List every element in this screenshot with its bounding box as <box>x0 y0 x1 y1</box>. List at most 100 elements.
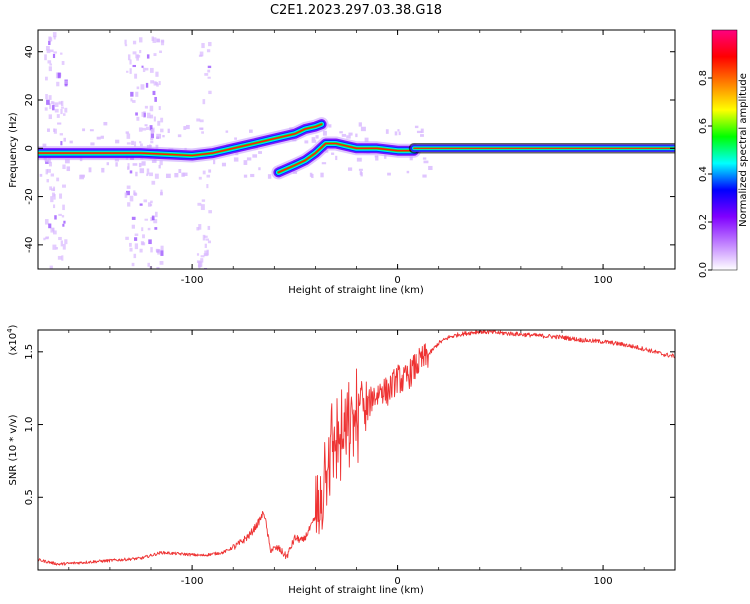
spectrogram-noise-speck <box>49 63 53 66</box>
spectrogram-y-tick-label: -20 <box>24 188 35 204</box>
spectrogram-noise-speck <box>207 76 211 79</box>
spectrogram-noise-speck <box>132 100 136 103</box>
spectrogram-noise-speck <box>46 99 50 105</box>
spectrogram-noise-speck <box>197 202 202 206</box>
spectrogram-noise-speck <box>202 170 206 175</box>
spectrogram-noise-speck <box>44 54 47 61</box>
spectrogram-noise-speck <box>375 155 379 161</box>
spectrogram-noise-speck <box>309 172 313 177</box>
spectrogram-noise-speck <box>153 53 157 57</box>
spectrogram-noise-speck <box>136 116 140 121</box>
spectrogram-y-label: Frequency (Hz) <box>8 112 19 188</box>
spectrogram-trace-band <box>277 142 415 174</box>
spectrogram-noise-speck <box>150 247 153 253</box>
spectrogram-noise-speck <box>201 131 204 134</box>
spectrogram-noise-speck <box>204 73 209 76</box>
spectrogram-noise-speck <box>146 54 150 59</box>
spectrogram-noise-speck <box>64 107 68 113</box>
spectrogram-noise-speck <box>131 224 135 229</box>
spectrogram-noise-speck <box>140 84 145 90</box>
spectrogram-trace-band <box>38 123 323 157</box>
spectrogram-noise-speck <box>196 253 200 256</box>
spectrogram-noise-speck <box>131 216 136 220</box>
spectrogram-noise-speck <box>200 258 204 263</box>
spectrogram-noise-speck <box>252 154 258 158</box>
spectrogram-noise-speck <box>150 80 155 84</box>
spectrogram-noise-speck <box>129 59 132 65</box>
spectrogram-noise-speck <box>150 129 154 134</box>
spectrogram-noise-speck <box>132 40 137 45</box>
spectrogram-noise-speck <box>208 41 212 47</box>
spectrogram-noise-speck <box>50 196 54 203</box>
spectrogram-noise-speck <box>62 243 66 250</box>
spectrogram-noise-speck <box>321 162 327 165</box>
spectrogram-noise-speck <box>335 155 338 161</box>
spectrogram-noise-speck <box>42 143 47 147</box>
spectrogram-noise-speck <box>45 94 48 100</box>
spectrogram-noise-speck <box>69 140 73 144</box>
spectrogram-noise-speck <box>152 90 156 96</box>
spectrogram-x-tick-label: -100 <box>181 275 204 286</box>
figure-title: C2E1.2023.297.03.38.G18 <box>270 3 442 18</box>
spectrogram-noise-speck <box>66 166 71 172</box>
spectrogram-noise-speck <box>196 118 201 122</box>
spectrogram-noise-speck <box>101 167 105 173</box>
spectrogram-noise-speck <box>82 128 86 132</box>
spectrogram-noise-speck <box>100 135 104 139</box>
spectrogram-noise-speck <box>46 179 49 183</box>
spectrogram-noise-speck <box>146 112 151 119</box>
spectrogram-noise-speck <box>39 173 43 177</box>
spectrogram-noise-speck <box>358 168 363 171</box>
spectrogram-noise-speck <box>356 157 362 162</box>
spectrogram-noise-speck <box>162 135 165 138</box>
spectrogram-noise-speck <box>414 125 419 129</box>
spectrogram-noise-speck <box>142 67 146 73</box>
spectrogram-noise-speck <box>47 60 52 64</box>
spectrogram-noise-speck <box>135 171 138 177</box>
spectrogram-noise-speck <box>141 111 145 117</box>
spectrogram-noise-speck <box>129 247 133 252</box>
spectrogram-noise-speck <box>160 250 164 256</box>
spectrogram-noise-speck <box>147 262 150 267</box>
spectrogram-noise-speck <box>132 51 137 55</box>
spectrogram-noise-speck <box>145 82 149 88</box>
spectrogram-noise-speck <box>62 223 65 227</box>
spectrogram-noise-speck <box>50 101 54 104</box>
spectrogram-panel: -100 0 100 -40 -20 0 20 40 Height of straight … <box>8 29 676 296</box>
spectrogram-noise-speck <box>53 128 56 132</box>
spectrogram-noise-speck <box>200 204 205 211</box>
spectrogram-noise-speck <box>420 134 424 137</box>
spectrogram-noise-speck <box>139 37 143 43</box>
spectrogram-noise-speck <box>129 68 132 74</box>
spectrogram-noise-speck <box>127 202 131 207</box>
spectrogram-noise-speck <box>199 119 204 123</box>
spectrogram-noise-speck <box>49 265 53 269</box>
spectrogram-noise-speck <box>127 163 130 169</box>
spectrogram-noise-speck <box>96 136 101 140</box>
colorbar-tick-label: 0.0 <box>698 262 709 278</box>
spectrogram-traces-layer <box>38 117 675 180</box>
spectrogram-noise-speck <box>48 223 52 229</box>
spectrogram-noise-speck <box>124 192 128 198</box>
spectrogram-noise-speck <box>304 140 309 144</box>
spectrogram-noise-speck <box>57 122 62 125</box>
spectrogram-noise-speck <box>48 114 52 120</box>
snr-background <box>38 330 675 570</box>
spectrogram-noise-speck <box>59 193 63 199</box>
spectrogram-noise-speck <box>60 100 64 107</box>
spectrogram-noise-speck <box>207 240 212 244</box>
snr-y-multiplier: (x104) <box>6 324 19 355</box>
spectrogram-noise-speck <box>150 200 153 204</box>
spectrogram-noise-speck <box>387 172 391 176</box>
spectrogram-noise-speck <box>160 117 164 123</box>
spectrogram-noise-speck <box>58 236 62 241</box>
spectrogram-noise-speck <box>159 160 163 166</box>
spectrogram-noise-speck <box>52 227 55 231</box>
spectrogram-noise-speck <box>48 40 51 46</box>
spectrogram-noise-speck <box>134 141 137 147</box>
spectrogram-noise-speck <box>60 52 63 55</box>
spectrogram-noise-speck <box>48 158 51 164</box>
spectrogram-noise-speck <box>208 90 212 95</box>
spectrogram-noise-speck <box>146 173 149 177</box>
